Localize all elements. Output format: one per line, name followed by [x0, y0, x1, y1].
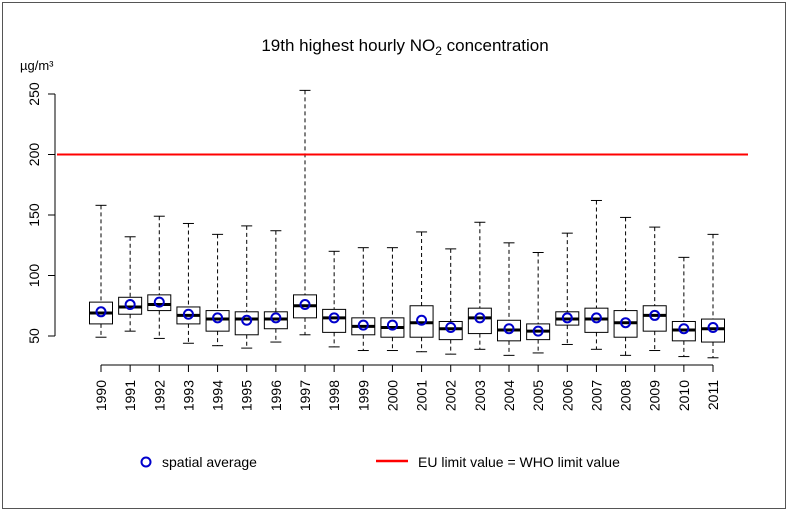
- spatial-average-marker: [532, 325, 544, 337]
- x-tick-label: 1999: [355, 380, 371, 411]
- spatial-average-marker: [212, 312, 224, 324]
- y-tick-label: 100: [26, 264, 42, 288]
- spatial-average-marker: [416, 314, 428, 326]
- x-tick-label: 2002: [443, 380, 459, 411]
- box: [205, 310, 230, 332]
- spatial-average-marker: [357, 319, 369, 331]
- x-tick-label: 2008: [618, 380, 634, 411]
- spatial-average-marker: [386, 319, 398, 331]
- x-tick-label: 1992: [151, 380, 167, 411]
- legend-label-limit-value: EU limit value = WHO limit value: [418, 454, 620, 470]
- x-tick-label: 2005: [530, 380, 546, 411]
- spatial-average-marker: [503, 323, 515, 335]
- spatial-average-marker: [182, 308, 194, 320]
- spatial-average-marker: [620, 317, 632, 329]
- x-tick-label: 1990: [93, 380, 109, 411]
- box: [322, 308, 347, 333]
- x-tick-label: 2009: [647, 380, 663, 411]
- x-tick-label: 1995: [239, 380, 255, 411]
- x-tick-label: 1998: [326, 380, 342, 411]
- spatial-average-marker: [299, 299, 311, 311]
- spatial-average-marker: [678, 323, 690, 335]
- plot-area: 50 100 150 200 250 1990 1991 1992 1993 1994 1995 19…: [26, 82, 748, 411]
- spatial-average-marker: [328, 312, 340, 324]
- spatial-average-marker: [241, 314, 253, 326]
- x-tick-label: 1997: [297, 380, 313, 411]
- x-tick-label: 2007: [588, 380, 604, 411]
- x-tick-label: 2006: [559, 380, 575, 411]
- y-tick-label: 150: [26, 203, 42, 227]
- box: [642, 305, 667, 332]
- x-tick-label: 2010: [676, 380, 692, 411]
- spatial-average-marker: [124, 299, 136, 311]
- spatial-average-marker: [153, 296, 165, 308]
- box: [147, 294, 172, 312]
- box: [701, 318, 726, 343]
- spatial-average-marker: [95, 306, 107, 318]
- legend: spatial average EU limit value = WHO lim…: [140, 454, 620, 470]
- x-tick-label: 2003: [472, 380, 488, 411]
- spatial-average-marker: [445, 322, 457, 334]
- spatial-average-marker: [474, 312, 486, 324]
- y-tick-label: 50: [26, 328, 42, 344]
- x-tick-label: 2011: [705, 380, 721, 410]
- x-tick-label: 1993: [180, 380, 196, 411]
- chart-title: 19th highest hourly NO2 concentration: [261, 36, 548, 58]
- spatial-average-marker: [707, 322, 719, 334]
- x-tick-label: 1991: [122, 380, 138, 411]
- legend-average-marker: [140, 456, 152, 468]
- spatial-average-marker: [649, 309, 661, 321]
- box: [467, 307, 492, 335]
- box: [438, 320, 463, 341]
- y-tick-label: 200: [26, 143, 42, 167]
- y-axis-unit-label: µg/m³: [20, 58, 54, 73]
- spatial-average-marker: [270, 312, 282, 324]
- x-tick-label: 2001: [414, 380, 430, 411]
- spatial-average-marker: [590, 312, 602, 324]
- legend-label-spatial-average: spatial average: [162, 454, 257, 470]
- x-tick-label: 2000: [384, 380, 400, 411]
- box: [234, 311, 259, 336]
- x-tick-label: 2004: [501, 380, 517, 411]
- y-tick-label: 250: [26, 82, 42, 106]
- x-tick-label: 1994: [210, 380, 226, 411]
- x-tick-label: 1996: [268, 380, 284, 411]
- spatial-average-marker: [561, 312, 573, 324]
